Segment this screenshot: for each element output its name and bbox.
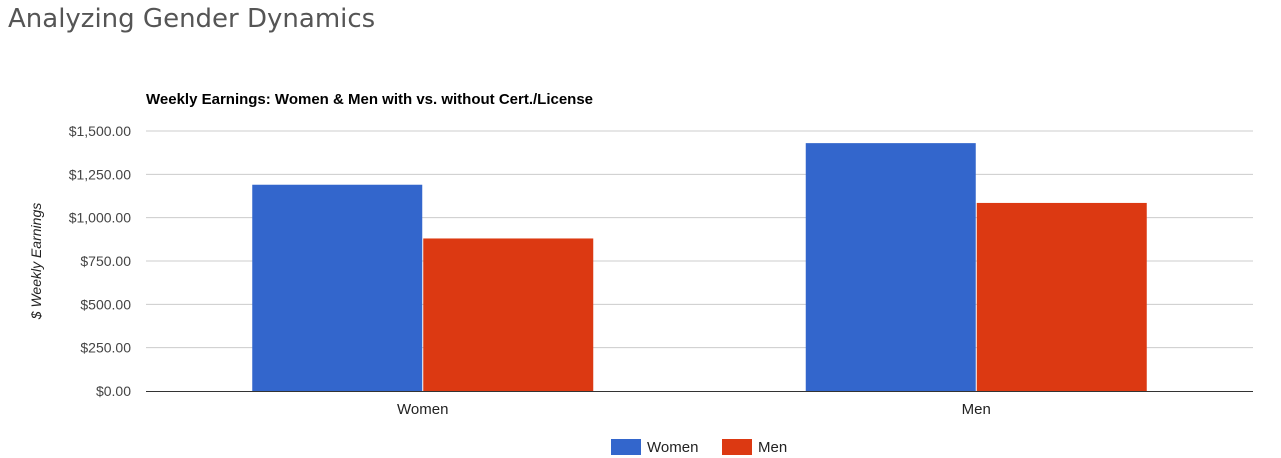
chart-title: Weekly Earnings: Women & Men with vs. wi…: [146, 91, 593, 108]
legend-label-men: Men: [758, 439, 787, 456]
x-category-label: Men: [962, 401, 991, 418]
legend-swatch-women: [611, 439, 641, 455]
legend: Women Men: [611, 439, 787, 456]
bars: [146, 143, 1253, 392]
y-tick-label: $0.00: [96, 383, 131, 399]
y-axis-title: $ Weekly Earnings: [28, 203, 44, 320]
bar-men-men: [976, 202, 1147, 391]
y-tick-label: $250.00: [80, 340, 131, 356]
y-tick-label: $500.00: [80, 296, 131, 312]
y-tick-label: $1,250.00: [69, 166, 131, 182]
y-tick-label: $1,500.00: [69, 123, 131, 139]
bar-men-women: [423, 238, 594, 391]
legend-label-women: Women: [647, 439, 698, 456]
y-axis-ticks: $0.00 $250.00 $500.00 $750.00 $1,000.00 $1,25…: [69, 123, 132, 399]
legend-swatch-men: [722, 439, 752, 455]
x-axis-categories: Women Men: [397, 401, 991, 418]
x-category-label: Women: [397, 401, 448, 418]
bar-women-men: [805, 143, 976, 391]
y-tick-label: $1,000.00: [69, 210, 131, 226]
page-title: Analyzing Gender Dynamics: [8, 4, 376, 34]
bar-women-women: [252, 184, 423, 391]
y-tick-label: $750.00: [80, 253, 131, 269]
